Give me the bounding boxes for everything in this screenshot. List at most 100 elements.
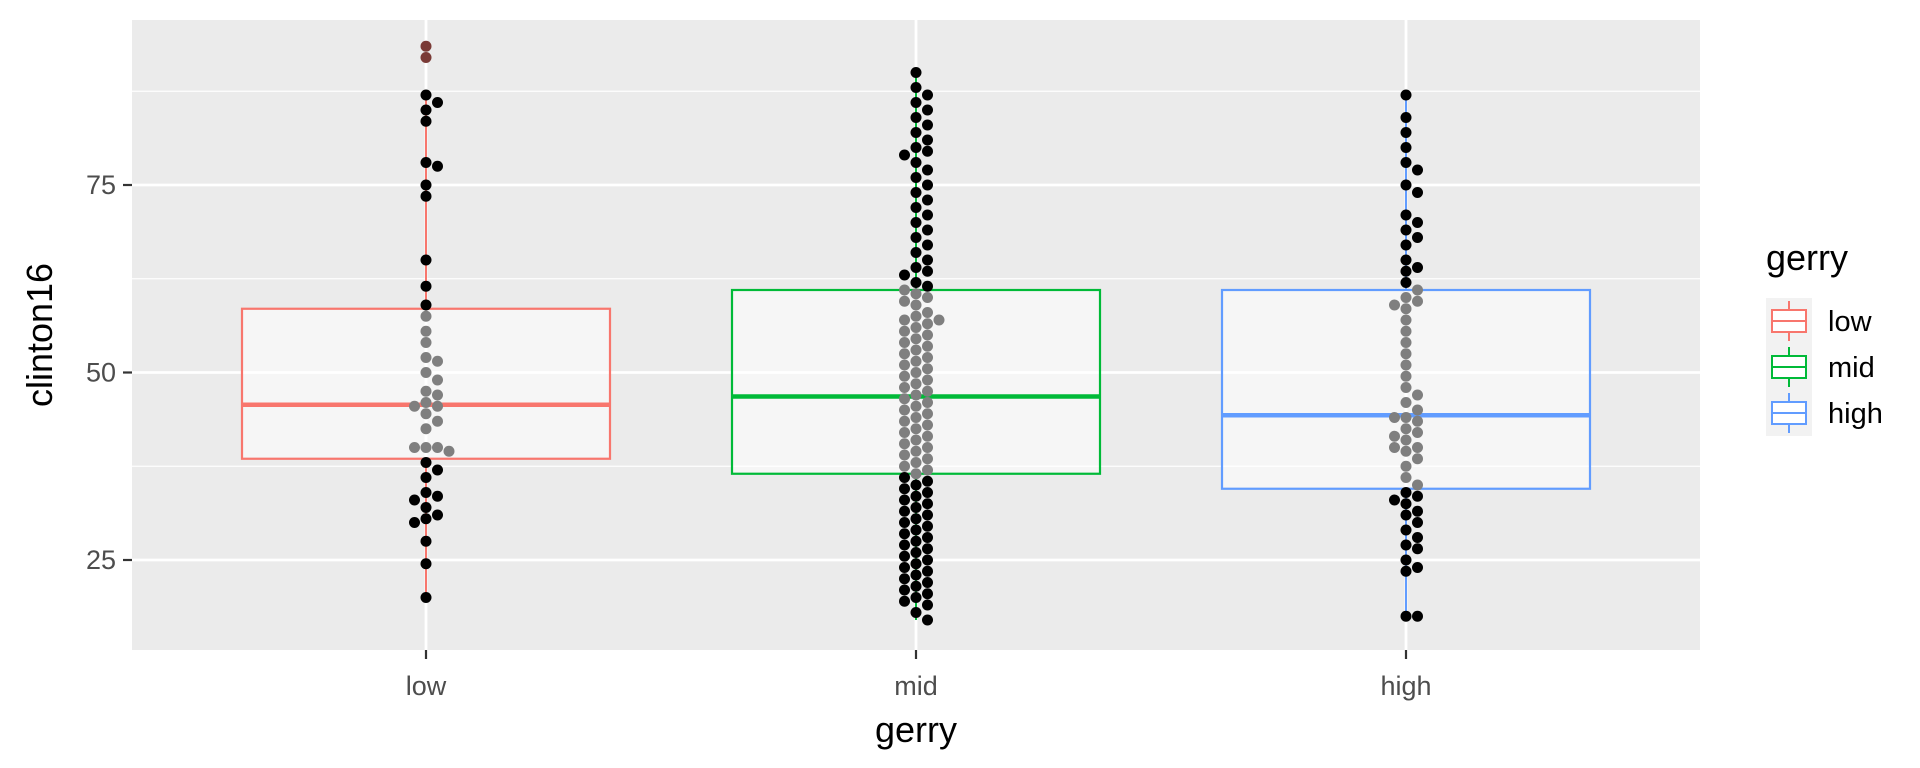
data-point xyxy=(1400,142,1412,153)
data-point xyxy=(409,517,420,528)
data-point xyxy=(1412,295,1423,307)
axes: 25 50 75 low mid high xyxy=(86,170,1432,701)
data-point xyxy=(420,280,432,292)
legend-label-mid: mid xyxy=(1828,352,1875,384)
data-point xyxy=(922,599,933,611)
data-point xyxy=(899,370,910,382)
data-point xyxy=(420,535,432,547)
data-point xyxy=(1412,389,1423,401)
data-point xyxy=(910,547,922,558)
data-point xyxy=(910,434,922,446)
data-point xyxy=(1400,277,1412,288)
data-point xyxy=(922,145,933,157)
legend-label-low: low xyxy=(1828,306,1873,338)
data-point xyxy=(910,262,922,273)
data-point xyxy=(432,509,443,521)
data-point xyxy=(910,592,922,603)
data-point xyxy=(922,588,933,600)
data-point xyxy=(1400,112,1412,123)
data-point xyxy=(1400,337,1412,348)
data-point xyxy=(922,224,933,236)
data-point xyxy=(432,415,443,427)
data-point xyxy=(1400,434,1412,446)
data-point xyxy=(922,543,933,555)
data-point xyxy=(1412,453,1423,465)
x-axis-title: gerry xyxy=(875,709,957,750)
outlier-point xyxy=(420,40,432,52)
data-point xyxy=(420,190,432,202)
data-point xyxy=(420,457,432,468)
data-point xyxy=(1400,292,1412,303)
data-point xyxy=(899,472,910,483)
data-point xyxy=(899,325,910,337)
data-point xyxy=(1412,562,1423,573)
data-point xyxy=(432,374,443,386)
data-point xyxy=(910,299,922,311)
data-point xyxy=(922,209,933,221)
data-point xyxy=(1412,415,1423,427)
data-point xyxy=(910,202,922,213)
data-point xyxy=(1389,442,1400,453)
data-point xyxy=(1400,554,1412,566)
data-point xyxy=(420,325,432,337)
data-point xyxy=(922,318,933,330)
x-tick-label: low xyxy=(406,671,447,701)
legend-label-high: high xyxy=(1828,398,1883,430)
data-point xyxy=(922,554,933,566)
data-point xyxy=(432,160,443,172)
data-point xyxy=(420,254,432,266)
data-point xyxy=(1400,209,1412,221)
data-point xyxy=(910,187,922,198)
data-point xyxy=(899,595,910,607)
data-point xyxy=(910,217,922,228)
data-point xyxy=(910,310,922,322)
data-point xyxy=(432,97,443,108)
data-point xyxy=(420,408,432,420)
data-point xyxy=(420,367,432,378)
data-point xyxy=(1412,187,1423,198)
data-point xyxy=(910,82,922,93)
data-point xyxy=(922,419,933,431)
data-point xyxy=(922,280,933,292)
data-point xyxy=(899,460,910,472)
data-point xyxy=(910,457,922,468)
data-point xyxy=(899,438,910,450)
data-point xyxy=(899,505,910,517)
data-point xyxy=(910,479,922,491)
data-point xyxy=(910,322,922,333)
data-point xyxy=(910,607,922,618)
y-tick-label: 25 xyxy=(86,545,116,575)
data-point xyxy=(420,157,432,168)
data-point xyxy=(922,179,933,191)
data-point xyxy=(910,558,922,570)
data-point xyxy=(1400,412,1412,423)
data-point xyxy=(899,149,910,161)
data-point xyxy=(1400,445,1412,457)
data-point xyxy=(1400,397,1412,408)
data-point xyxy=(899,269,910,281)
data-point xyxy=(899,382,910,393)
data-point xyxy=(1400,224,1412,236)
y-tick-label: 50 xyxy=(86,358,116,388)
data-point xyxy=(922,265,933,277)
data-point xyxy=(922,509,933,521)
data-point xyxy=(420,89,432,101)
data-point xyxy=(899,348,910,360)
data-point xyxy=(1400,565,1412,577)
data-point xyxy=(1400,303,1412,315)
data-point xyxy=(910,412,922,423)
data-point xyxy=(910,502,922,513)
data-point xyxy=(922,374,933,386)
data-point xyxy=(1400,509,1412,521)
data-point xyxy=(910,172,922,183)
data-point xyxy=(922,119,933,131)
data-point xyxy=(1412,517,1423,528)
data-point xyxy=(1400,610,1412,622)
data-point xyxy=(1412,404,1423,416)
data-point xyxy=(432,355,443,367)
data-point xyxy=(420,104,432,116)
data-point xyxy=(420,592,432,603)
data-point xyxy=(910,277,922,288)
data-point xyxy=(420,487,432,498)
